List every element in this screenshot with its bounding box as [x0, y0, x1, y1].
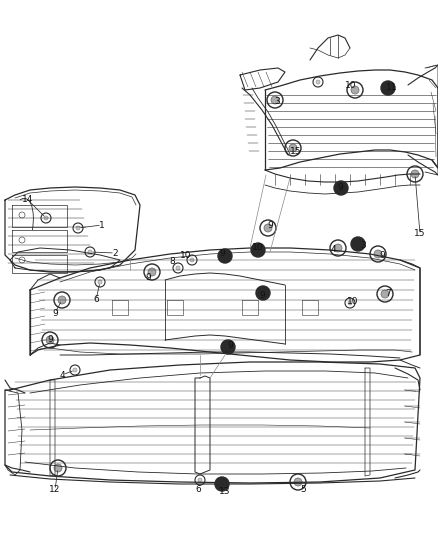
Circle shape [330, 240, 346, 256]
Circle shape [144, 264, 160, 280]
Circle shape [54, 292, 70, 308]
Circle shape [374, 250, 382, 258]
Circle shape [44, 216, 48, 220]
Text: 10: 10 [347, 297, 359, 306]
Circle shape [294, 478, 302, 486]
Circle shape [377, 286, 393, 302]
Text: 9: 9 [145, 273, 151, 282]
Circle shape [251, 243, 265, 257]
Circle shape [195, 475, 205, 485]
Text: 6: 6 [93, 295, 99, 304]
Circle shape [46, 336, 54, 344]
Circle shape [88, 250, 92, 254]
Text: 2: 2 [112, 248, 118, 257]
Text: 15: 15 [290, 147, 302, 156]
Text: 9: 9 [52, 309, 58, 318]
Text: 11: 11 [386, 84, 398, 93]
Circle shape [260, 220, 276, 236]
Circle shape [256, 286, 270, 300]
Circle shape [58, 296, 66, 304]
Text: 15: 15 [414, 230, 426, 238]
Circle shape [190, 258, 194, 262]
Circle shape [290, 474, 306, 490]
Circle shape [218, 249, 232, 263]
Circle shape [351, 86, 359, 94]
Circle shape [70, 365, 80, 375]
Text: 9: 9 [227, 341, 233, 350]
Circle shape [407, 166, 423, 182]
Text: 7: 7 [385, 288, 391, 297]
Text: 3: 3 [360, 240, 366, 249]
Circle shape [267, 92, 283, 108]
Circle shape [411, 170, 419, 178]
Text: 14: 14 [22, 196, 34, 205]
Text: 10: 10 [252, 244, 264, 253]
Circle shape [381, 81, 395, 95]
Text: 5: 5 [300, 486, 306, 495]
Text: 9: 9 [219, 248, 225, 257]
Circle shape [95, 277, 105, 287]
Circle shape [285, 140, 301, 156]
Text: 13: 13 [219, 488, 231, 497]
Text: 4: 4 [330, 246, 336, 254]
Text: 12: 12 [49, 486, 61, 495]
Circle shape [264, 224, 272, 232]
Circle shape [334, 244, 342, 252]
Circle shape [271, 96, 279, 104]
Circle shape [351, 237, 365, 251]
Circle shape [316, 80, 320, 84]
Circle shape [187, 255, 197, 265]
Circle shape [313, 77, 323, 87]
Text: 10: 10 [180, 252, 192, 261]
Circle shape [173, 263, 183, 273]
Circle shape [41, 213, 51, 223]
Text: 9: 9 [267, 221, 273, 230]
Text: 1: 1 [99, 221, 105, 230]
Circle shape [334, 181, 348, 195]
Text: 3: 3 [274, 96, 280, 106]
Circle shape [215, 477, 229, 491]
Circle shape [348, 301, 352, 305]
Circle shape [347, 82, 363, 98]
Circle shape [98, 280, 102, 284]
Circle shape [50, 460, 66, 476]
Circle shape [148, 268, 156, 276]
Text: 9: 9 [379, 252, 385, 261]
Circle shape [42, 332, 58, 348]
Circle shape [85, 247, 95, 257]
Text: 8: 8 [169, 257, 175, 266]
Text: 9: 9 [47, 335, 53, 343]
Text: 9: 9 [259, 290, 265, 300]
Text: 10: 10 [345, 80, 357, 90]
Circle shape [73, 223, 83, 233]
Circle shape [54, 464, 62, 472]
Circle shape [370, 246, 386, 262]
Circle shape [76, 226, 80, 230]
Circle shape [73, 368, 77, 372]
Text: 6: 6 [195, 486, 201, 495]
Text: 4: 4 [59, 370, 65, 379]
Circle shape [198, 478, 202, 482]
Circle shape [176, 266, 180, 270]
Circle shape [221, 340, 235, 354]
Circle shape [381, 290, 389, 298]
Circle shape [289, 144, 297, 152]
Circle shape [345, 298, 355, 308]
Text: 9: 9 [337, 183, 343, 192]
